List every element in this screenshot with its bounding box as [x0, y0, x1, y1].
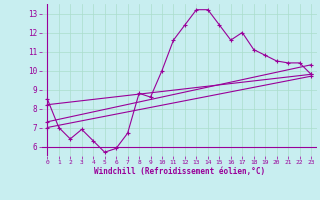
X-axis label: Windchill (Refroidissement éolien,°C): Windchill (Refroidissement éolien,°C) — [94, 167, 265, 176]
